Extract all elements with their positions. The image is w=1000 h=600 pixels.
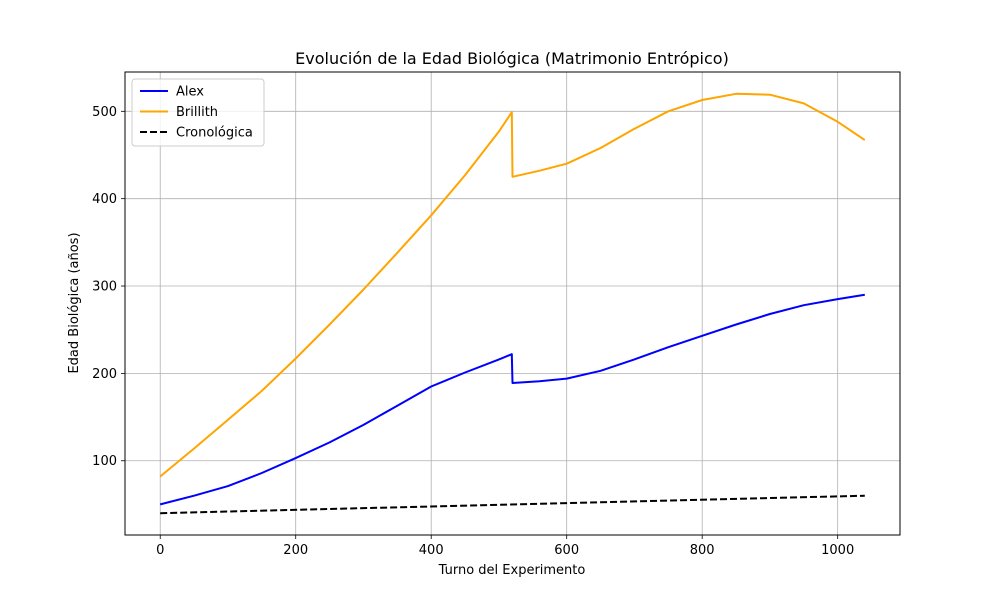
grid [125, 72, 900, 535]
y-tick-label: 100 [92, 454, 117, 469]
legend-label-brillith: Brillith [176, 105, 218, 120]
x-tick-label: 0 [156, 543, 164, 558]
y-tick-label: 200 [92, 367, 117, 382]
series-layer [159, 92, 866, 515]
series-line-cronologica [160, 494, 865, 515]
y-axis-label: Edad Biológica (años) [67, 232, 82, 373]
series-line-brillith [159, 92, 866, 478]
x-tick-label: 800 [690, 543, 715, 558]
x-tick-label: 600 [554, 543, 579, 558]
x-axis-label: Turno del Experimento [438, 563, 586, 578]
x-tick-label: 400 [419, 543, 444, 558]
chart-title: Evolución de la Edad Biológica (Matrimon… [295, 49, 729, 68]
x-tick-label: 1000 [821, 543, 854, 558]
ticks: 0 200 400 600 800 1000 100 200 300 400 500 [92, 105, 854, 558]
y-tick-label: 500 [92, 105, 117, 120]
y-tick-label: 400 [92, 192, 117, 207]
legend-label-cronologica: Cronológica [176, 126, 253, 141]
series-line-alex [159, 293, 865, 506]
plot-frame [124, 71, 901, 536]
legend: Alex Brillith Cronológica [131, 78, 265, 147]
y-tick-label: 300 [92, 280, 117, 295]
x-tick-label: 200 [283, 543, 308, 558]
legend-box [131, 78, 265, 147]
legend-label-alex: Alex [176, 85, 204, 100]
